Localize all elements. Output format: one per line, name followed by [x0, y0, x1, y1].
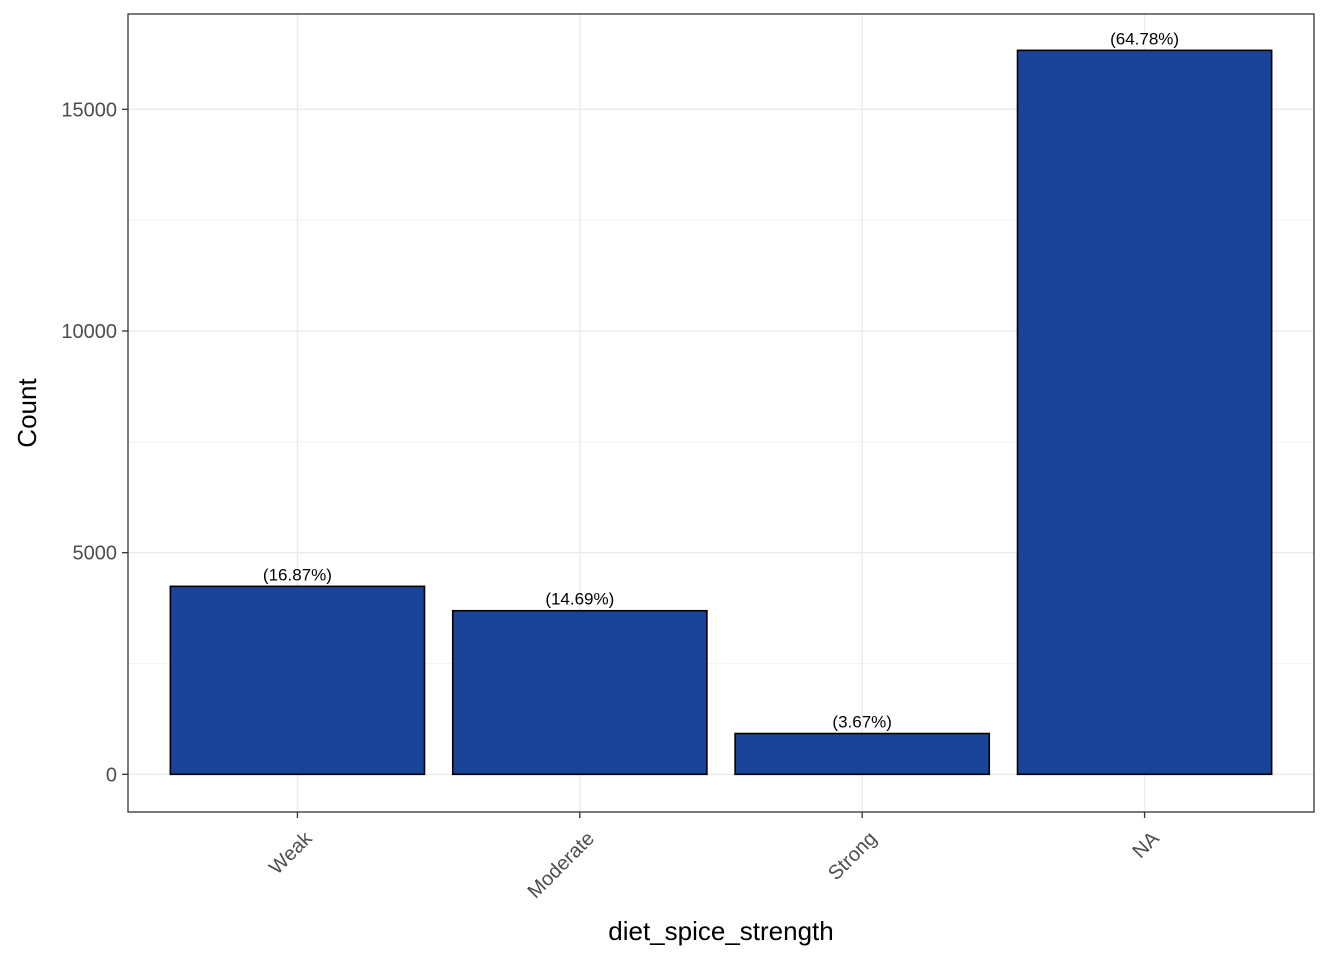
- bar-moderate: [451, 609, 708, 776]
- y-tick-label: 5000: [73, 543, 118, 565]
- bar-strong: [734, 732, 991, 776]
- data-label-moderate: (14.69%): [545, 590, 614, 609]
- bar-weak: [169, 585, 426, 776]
- panel-border: [127, 13, 1315, 813]
- y-axis-title: Count: [12, 378, 42, 448]
- x-tick-label: Moderate: [524, 828, 599, 903]
- data-label-weak: (16.87%): [263, 565, 332, 584]
- bar-layer: [169, 49, 1273, 776]
- y-tick-label: 15000: [61, 99, 117, 121]
- x-axis-title: diet_spice_strength: [608, 916, 833, 946]
- x-tick-label: Weak: [265, 827, 317, 879]
- data-label-layer: (16.87%) (14.69%) (3.67%) (64.78%): [263, 29, 1179, 731]
- x-tick-label: Strong: [824, 828, 881, 885]
- y-tick-label: 0: [106, 764, 117, 786]
- x-tick-label: NA: [1129, 827, 1165, 863]
- data-label-strong: (3.67%): [832, 713, 892, 732]
- y-tick-label: 10000: [61, 321, 117, 343]
- bar-na: [1016, 49, 1273, 776]
- data-label-na: (64.78%): [1110, 29, 1179, 48]
